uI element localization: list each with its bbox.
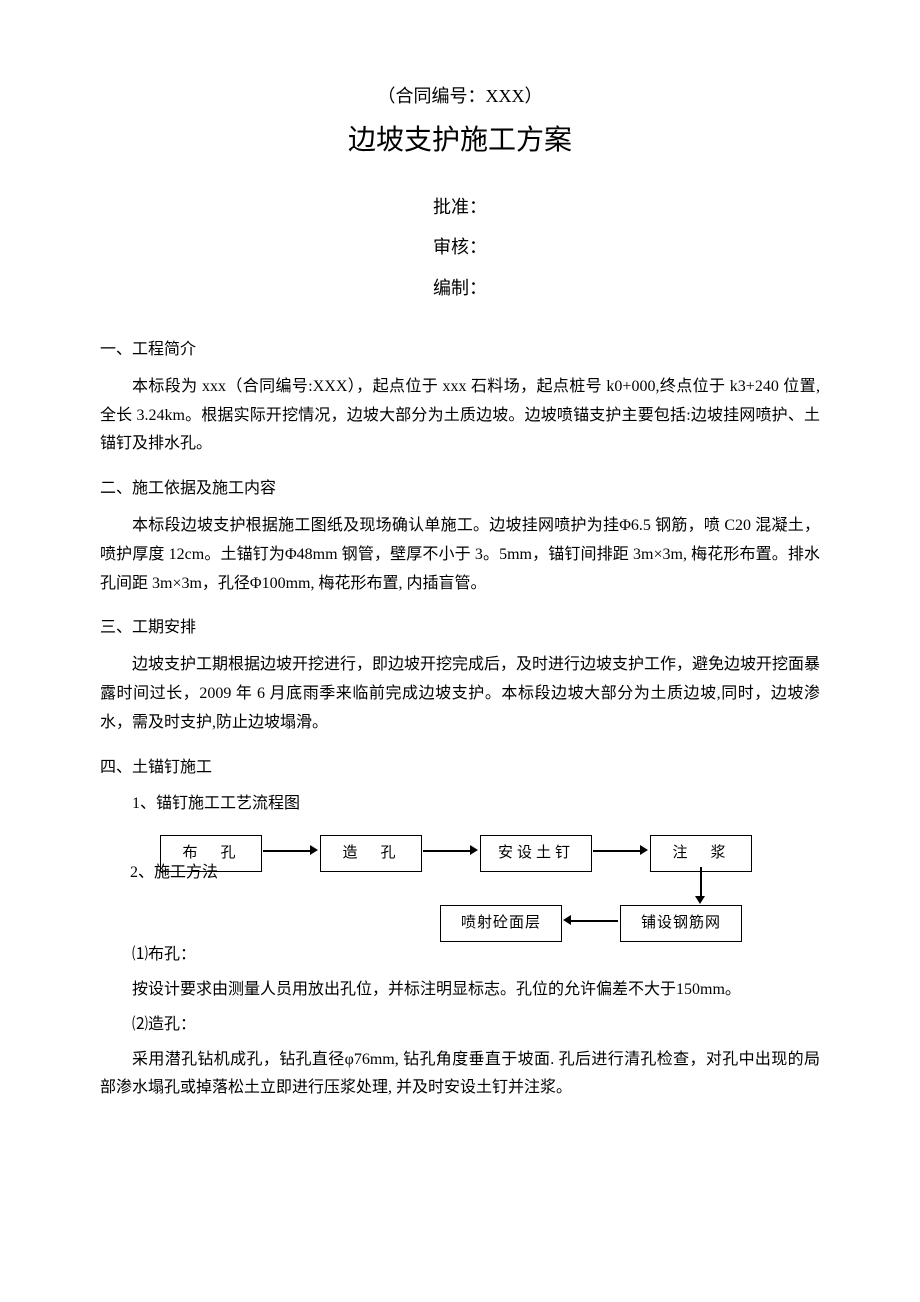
- review-label: 审核：: [100, 231, 820, 263]
- flowchart: 布 孔 造 孔 安设土钉 注 浆 喷射砼面层 铺设钢筋网 2、施工方法: [160, 835, 820, 945]
- approve-label: 批准：: [100, 191, 820, 223]
- flow-arrow-line: [593, 850, 641, 852]
- item-2-text: 采用潜孔钻机成孔，钻孔直径φ76mm, 钻孔角度垂直于坡面. 孔后进行清孔检查，…: [100, 1046, 820, 1104]
- flow-arrow-head: [470, 845, 478, 855]
- contract-number: （合同编号：XXX）: [100, 80, 820, 112]
- flow-arrow-head: [563, 915, 571, 925]
- compile-label: 编制：: [100, 272, 820, 304]
- flow-node-3: 安设土钉: [480, 835, 592, 872]
- section-1-heading: 一、工程简介: [100, 336, 820, 365]
- page-title: 边坡支护施工方案: [100, 116, 820, 166]
- flow-node-6: 铺设钢筋网: [620, 905, 742, 942]
- flow-arrow-line: [570, 920, 618, 922]
- section-3-heading: 三、工期安排: [100, 614, 820, 643]
- section-2-paragraph: 本标段边坡支护根据施工图纸及现场确认单施工。边坡挂网喷护为挂Φ6.5 钢筋，喷 …: [100, 512, 820, 598]
- section-3-paragraph: 边坡支护工期根据边坡开挖进行，即边坡开挖完成后，及时进行边坡支护工作，避免边坡开…: [100, 651, 820, 737]
- approval-block: 批准： 审核： 编制：: [100, 191, 820, 304]
- section-4-heading: 四、土锚钉施工: [100, 754, 820, 783]
- flow-node-2: 造 孔: [320, 835, 422, 872]
- flow-arrow-line: [263, 850, 311, 852]
- section-4-sub2-overlay: 2、施工方法: [130, 859, 218, 888]
- flow-arrow-line: [700, 867, 702, 897]
- flow-arrow-line: [423, 850, 471, 852]
- item-1-text: 按设计要求由测量人员用放出孔位，并标注明显标志。孔位的允许偏差不大于150mm。: [100, 976, 820, 1005]
- section-1-paragraph: 本标段为 xxx（合同编号:XXX），起点位于 xxx 石料场，起点桩号 k0+…: [100, 373, 820, 459]
- flow-arrow-head: [310, 845, 318, 855]
- item-1-label: ⑴布孔：: [100, 941, 820, 970]
- section-4-sub1: 1、锚钉施工工艺流程图: [100, 790, 820, 819]
- flow-node-5: 喷射砼面层: [440, 905, 562, 942]
- flow-arrow-head: [695, 896, 705, 904]
- item-2-label: ⑵造孔：: [100, 1011, 820, 1040]
- section-2-heading: 二、施工依据及施工内容: [100, 475, 820, 504]
- flow-arrow-head: [640, 845, 648, 855]
